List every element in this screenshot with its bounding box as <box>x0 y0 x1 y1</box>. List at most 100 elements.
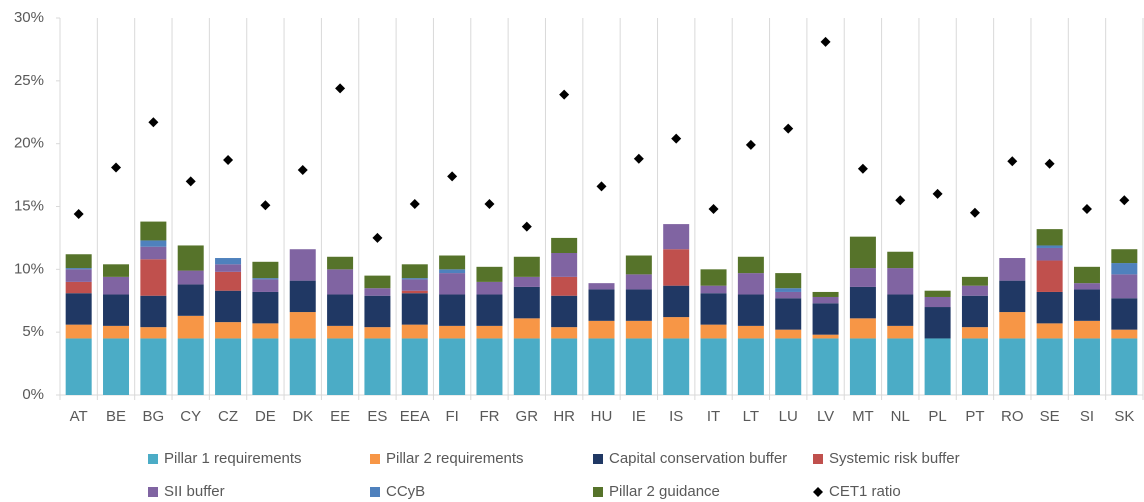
bar-segment <box>65 324 92 339</box>
bar-segment <box>775 298 802 330</box>
bar-segment <box>663 224 690 250</box>
bar-segment <box>924 338 951 395</box>
bar-segment <box>551 252 578 277</box>
bar-segment <box>625 274 652 290</box>
cet1-marker <box>671 133 682 144</box>
bar-segment <box>1111 329 1138 339</box>
bar-segment <box>513 286 540 319</box>
cet1-marker <box>1007 156 1018 167</box>
bar-segment <box>887 338 914 395</box>
bar-segment <box>700 324 727 339</box>
bar-segment <box>289 249 316 281</box>
bar-segment <box>700 293 727 325</box>
bar-segment <box>663 317 690 339</box>
bar-segment <box>215 290 242 323</box>
bar-segment <box>700 285 727 294</box>
bar-segment <box>476 266 503 282</box>
bar-segment <box>140 338 167 395</box>
bar-segment <box>1111 274 1138 299</box>
bar-segment <box>103 264 130 277</box>
x-tick-label: EE <box>330 408 350 425</box>
cet1-marker <box>1119 195 1130 206</box>
legend-swatch <box>593 487 603 497</box>
cet1-marker <box>932 188 943 199</box>
cet1-marker <box>633 153 644 164</box>
bar-segment <box>775 288 802 292</box>
legend-label: Systemic risk buffer <box>829 450 960 467</box>
bar-segment <box>625 255 652 275</box>
bar-segment <box>252 338 279 395</box>
bar-segment <box>812 296 839 304</box>
legend-swatch <box>593 454 603 464</box>
bar-segment <box>588 320 615 339</box>
cet1-marker <box>857 163 868 174</box>
bar-segment <box>961 285 988 296</box>
bar-segment <box>1073 338 1100 395</box>
cet1-marker <box>372 232 383 243</box>
bar-segment <box>775 273 802 289</box>
bar-segment <box>401 293 428 325</box>
x-tick-label: SI <box>1080 408 1094 425</box>
bar-segment <box>924 307 951 339</box>
x-tick-label: SK <box>1114 408 1134 425</box>
bar-segment <box>812 334 839 339</box>
y-tick-label: 30% <box>14 9 44 26</box>
legend-swatch <box>148 454 158 464</box>
bar-segment <box>140 327 167 339</box>
bar-segment <box>215 271 242 291</box>
bar-segment <box>215 264 242 272</box>
cet1-marker <box>895 195 906 206</box>
y-tick-label: 15% <box>14 197 44 214</box>
bar-segment <box>1073 266 1100 284</box>
bar-segment <box>65 254 92 269</box>
x-tick-label: IE <box>632 408 646 425</box>
x-tick-label: HU <box>591 408 613 425</box>
x-tick-label: LT <box>743 408 759 425</box>
bar-segment <box>476 325 503 339</box>
bar-segment <box>625 320 652 339</box>
bar-segment <box>1073 283 1100 290</box>
bar-segment <box>327 256 354 270</box>
legend-marker <box>813 487 823 497</box>
y-tick-label: 20% <box>14 135 44 152</box>
cet1-marker <box>223 155 234 166</box>
bar-segment <box>999 338 1026 395</box>
bar-segment <box>103 294 130 326</box>
bar-segment <box>1073 320 1100 339</box>
bar-segment <box>65 293 92 325</box>
bar-segment <box>1036 260 1063 292</box>
bar-segment <box>849 286 876 319</box>
x-tick-label: HR <box>553 408 575 425</box>
bar-segment <box>513 338 540 395</box>
x-tick-label: PL <box>928 408 946 425</box>
bar-segment <box>513 256 540 277</box>
bar-segment <box>327 338 354 395</box>
y-tick-label: 10% <box>14 260 44 277</box>
bar-segment <box>999 258 1026 281</box>
legend-label: Pillar 2 guidance <box>609 483 720 500</box>
x-tick-label: DE <box>255 408 276 425</box>
cet1-marker <box>708 204 719 215</box>
bar-segment <box>289 338 316 395</box>
bar-segment <box>140 240 167 247</box>
bar-segment <box>887 251 914 269</box>
bar-segment <box>1111 263 1138 275</box>
bar-segment <box>849 268 876 287</box>
bar-segment <box>103 325 130 339</box>
bar-segment <box>849 318 876 339</box>
x-tick-label: ES <box>367 408 387 425</box>
bar-segment <box>364 338 391 395</box>
bar-segment <box>1036 247 1063 261</box>
bar-segment <box>625 289 652 321</box>
cet1-marker <box>521 221 532 232</box>
cet1-marker <box>484 198 495 209</box>
bar-segment <box>215 258 242 265</box>
x-tick-label: PT <box>965 408 984 425</box>
bar-segment <box>513 276 540 287</box>
cet1-marker <box>185 176 196 187</box>
bar-segment <box>551 327 578 339</box>
bar-segment <box>737 338 764 395</box>
bar-segment <box>289 280 316 313</box>
bar-segment <box>401 290 428 294</box>
